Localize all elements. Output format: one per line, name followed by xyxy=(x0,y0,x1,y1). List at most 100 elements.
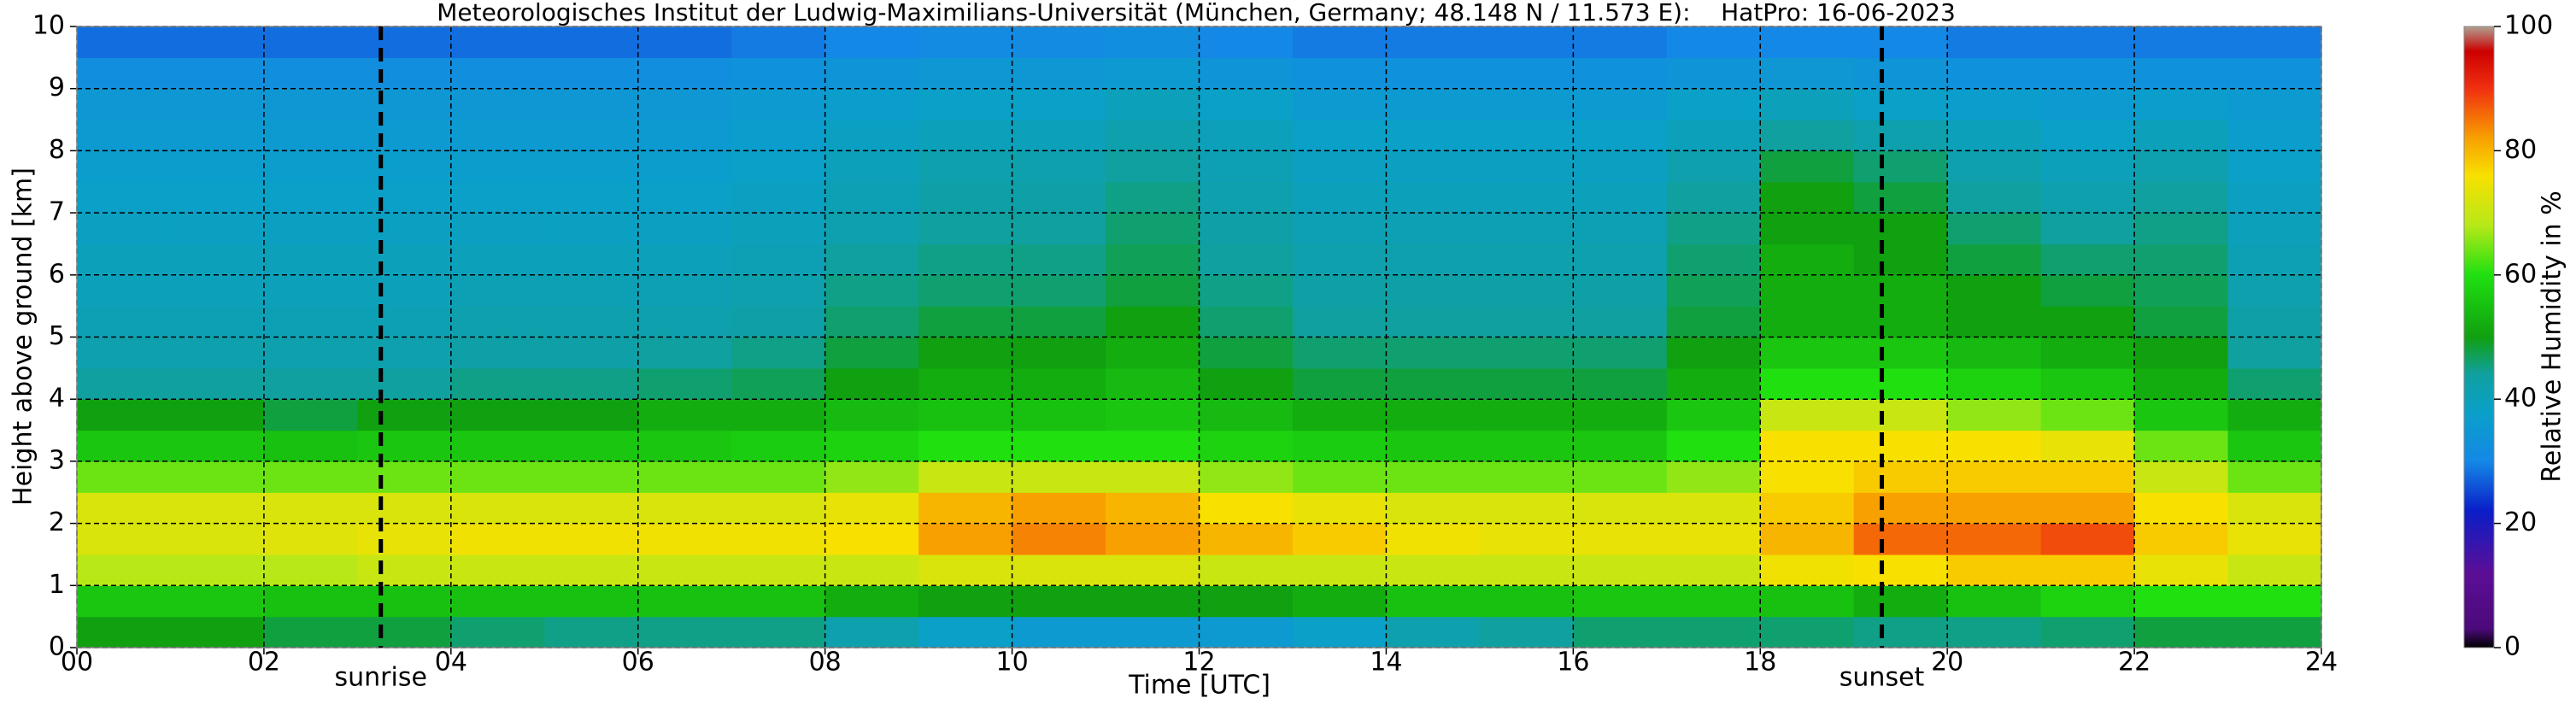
heatmap-cell xyxy=(637,367,732,400)
heatmap-cell xyxy=(731,585,826,618)
heatmap-cell xyxy=(1666,306,1761,338)
heatmap-cell xyxy=(1947,213,2042,245)
heatmap-cell xyxy=(1106,26,1200,58)
heatmap-cell xyxy=(1386,337,1481,369)
heatmap-cell xyxy=(1199,26,1294,58)
heatmap-cell xyxy=(637,120,732,151)
y-tick-label: 9 xyxy=(49,73,65,103)
heatmap-cell xyxy=(1199,616,1294,648)
heatmap-cell xyxy=(1106,274,1200,307)
heatmap-cell xyxy=(918,88,1013,120)
heatmap-cell xyxy=(1012,430,1106,462)
heatmap-cell xyxy=(544,274,639,307)
heatmap-cell xyxy=(1106,57,1200,90)
heatmap-cell xyxy=(544,306,639,338)
heatmap-cell xyxy=(1106,616,1200,648)
heatmap-cell xyxy=(544,57,639,90)
heatmap-cell xyxy=(1853,399,1948,431)
heatmap-cell xyxy=(2134,585,2229,618)
heatmap-cell xyxy=(2040,88,2135,120)
y-tick-label: 0 xyxy=(49,632,65,662)
heatmap-cell xyxy=(77,430,172,462)
heatmap-cell xyxy=(2227,461,2322,493)
colorbar-tick-label: 40 xyxy=(2504,384,2537,414)
heatmap-cell xyxy=(731,399,826,431)
heatmap-cell xyxy=(731,461,826,493)
heatmap-cell xyxy=(263,181,358,214)
heatmap-cell xyxy=(1199,337,1294,369)
x-tick-label: 00 xyxy=(61,648,93,678)
heatmap-cell xyxy=(450,337,545,369)
heatmap-cell xyxy=(1947,399,2042,431)
heatmap-cell xyxy=(1106,88,1200,120)
heatmap-cell xyxy=(2040,181,2135,214)
heatmap-cell xyxy=(2040,367,2135,400)
heatmap-cell xyxy=(170,243,265,276)
y-tick-label: 2 xyxy=(49,507,65,537)
heatmap-cell xyxy=(2134,181,2229,214)
heatmap-cell xyxy=(1479,57,1574,90)
heatmap-cell xyxy=(1666,88,1761,120)
heatmap-cell xyxy=(1386,616,1481,648)
heatmap-cell xyxy=(1947,120,2042,151)
heatmap-cell xyxy=(731,274,826,307)
heatmap-cell xyxy=(544,492,639,525)
heatmap-cell xyxy=(1386,367,1481,400)
heatmap-cell xyxy=(450,585,545,618)
heatmap-cell xyxy=(918,492,1013,525)
heatmap-cell xyxy=(1012,461,1106,493)
heatmap-cell xyxy=(1386,585,1481,618)
x-tick-label: 08 xyxy=(809,648,842,678)
heatmap-cell xyxy=(1012,274,1106,307)
heatmap-cell xyxy=(2040,399,2135,431)
heatmap-cell xyxy=(1853,26,1948,58)
heatmap-cell xyxy=(1666,461,1761,493)
heatmap-cell xyxy=(1199,523,1294,555)
heatmap-cell xyxy=(450,57,545,90)
heatmap-cell xyxy=(77,554,172,586)
heatmap-cell xyxy=(1760,554,1855,586)
heatmap-cell xyxy=(824,213,919,245)
heatmap-cell xyxy=(170,554,265,586)
heatmap-cell xyxy=(2134,461,2229,493)
heatmap-cell xyxy=(2040,120,2135,151)
heatmap-cell xyxy=(263,274,358,307)
heatmap-cell xyxy=(1012,306,1106,338)
heatmap-cell xyxy=(1479,150,1574,183)
heatmap-cell xyxy=(1760,120,1855,151)
heatmap-cell xyxy=(637,337,732,369)
heatmap-cell xyxy=(1853,616,1948,648)
heatmap-cell xyxy=(1479,88,1574,120)
heatmap-cell xyxy=(1853,461,1948,493)
heatmap-cell xyxy=(1760,181,1855,214)
heatmap-cell xyxy=(357,461,452,493)
heatmap-cell xyxy=(1947,585,2042,618)
heatmap-cell xyxy=(1292,26,1388,58)
heatmap-cell xyxy=(1760,616,1855,648)
heatmap-cell xyxy=(1947,523,2042,555)
heatmap-cell xyxy=(2227,213,2322,245)
heatmap-cell xyxy=(1853,523,1948,555)
heatmap-cell xyxy=(918,616,1013,648)
heatmap-cell xyxy=(918,399,1013,431)
heatmap-cell xyxy=(1760,26,1855,58)
heatmap-cell xyxy=(2134,399,2229,431)
y-tick-label: 1 xyxy=(49,570,65,600)
heatmap-cell xyxy=(1012,585,1106,618)
heatmap-cell xyxy=(1106,461,1200,493)
heatmap-cell xyxy=(1666,523,1761,555)
heatmap-cell xyxy=(357,585,452,618)
heatmap-cell xyxy=(170,306,265,338)
heatmap-cell xyxy=(2227,88,2322,120)
heatmap-cell xyxy=(170,26,265,58)
heatmap-cell xyxy=(824,492,919,525)
heatmap-cell xyxy=(1012,57,1106,90)
heatmap-cell xyxy=(918,150,1013,183)
heatmap-cell xyxy=(1106,181,1200,214)
heatmap-cell xyxy=(2227,150,2322,183)
heatmap-cell xyxy=(544,150,639,183)
heatmap-cell xyxy=(731,181,826,214)
heatmap-cell xyxy=(1012,213,1106,245)
heatmap-cell xyxy=(263,243,358,276)
